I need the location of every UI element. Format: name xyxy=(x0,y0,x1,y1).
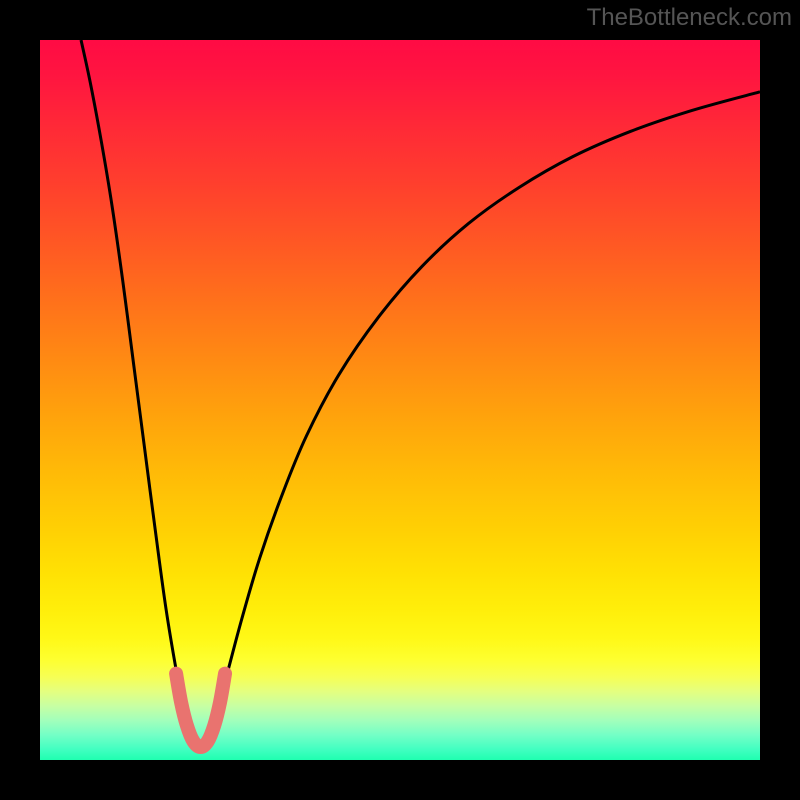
watermark-text: TheBottleneck.com xyxy=(587,4,792,32)
bottleneck-chart-svg xyxy=(0,0,800,800)
plot-area-background xyxy=(40,40,760,760)
chart-stage: TheBottleneck.com xyxy=(0,0,800,800)
